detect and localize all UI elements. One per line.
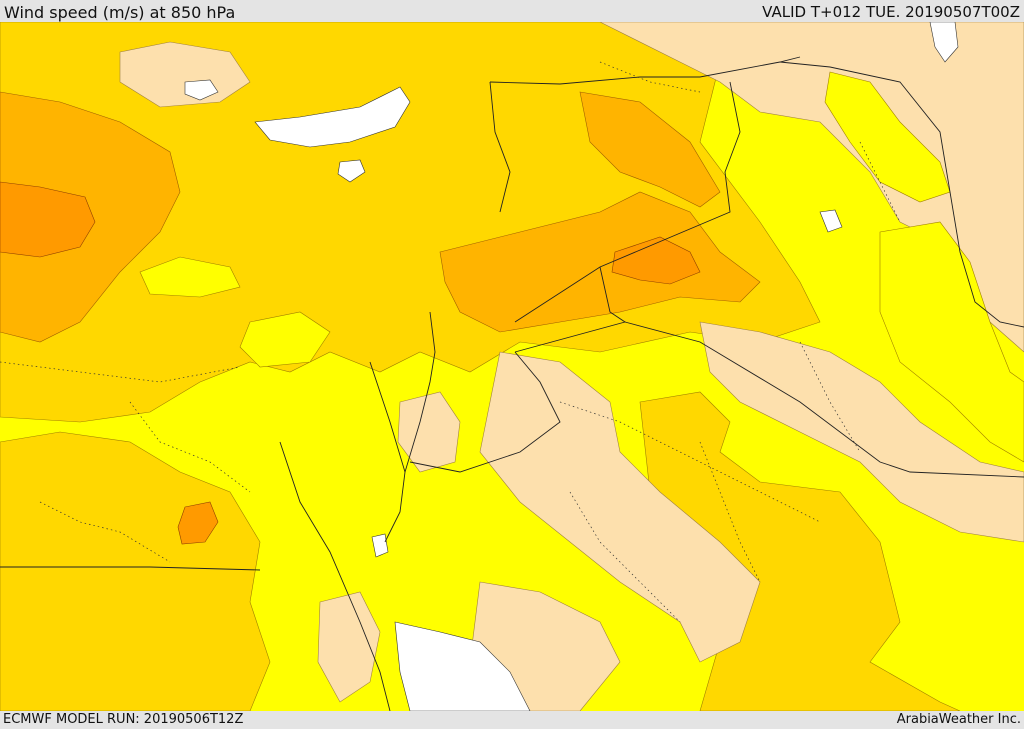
lake-area-2 — [819, 209, 843, 233]
light-wind-patch-iraq — [824, 71, 951, 203]
strong-wind-zone-north — [579, 91, 721, 208]
caspian-area — [929, 22, 959, 63]
very-strong-wind-core — [0, 181, 96, 258]
country-borders — [0, 56, 1024, 711]
strong-wind-zone-levant — [439, 191, 761, 333]
province-boundaries — [0, 61, 901, 623]
footer-bar: ECMWF MODEL RUN: 20190506T12Z ArabiaWeat… — [0, 711, 1024, 729]
light-wind-patch-cyprus — [239, 311, 331, 368]
wind-speed-map[interactable] — [0, 22, 1024, 711]
credit-label: ArabiaWeather Inc. — [896, 712, 1021, 727]
light-wind-patch-gulf — [879, 221, 1024, 463]
light-wind-patch — [139, 256, 241, 298]
chart-title: Wind speed (m/s) at 850 hPa — [4, 3, 236, 22]
calm-zone-sudan — [317, 591, 381, 703]
calm-zone-arabia — [699, 321, 1024, 543]
model-run-label: ECMWF MODEL RUN: 20190506T12Z — [3, 712, 244, 727]
black-sea-area — [254, 86, 411, 148]
header-bar: Wind speed (m/s) at 850 hPa VALID T+012 … — [0, 0, 1024, 22]
lake-area — [184, 79, 219, 101]
very-strong-wind-core-small — [177, 501, 219, 545]
gulf-of-suez-area — [371, 533, 389, 558]
valid-time: VALID T+012 TUE. 20190507T00Z — [762, 3, 1020, 21]
moderate-wind-zone-south — [0, 431, 271, 711]
calm-zone-sinai — [397, 391, 461, 473]
lake-area-3 — [337, 159, 366, 183]
red-sea-area — [394, 621, 531, 711]
